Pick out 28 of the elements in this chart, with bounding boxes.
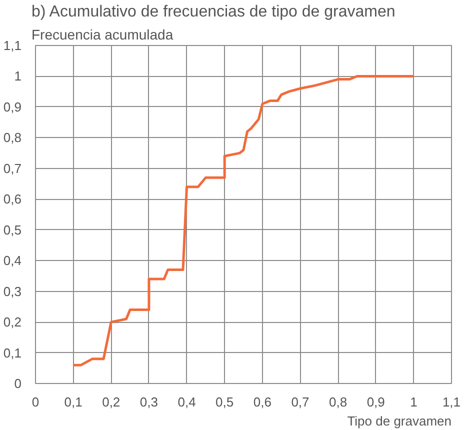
x-tick-label: 0,1 [64, 394, 82, 410]
x-tick-label: 0,8 [329, 394, 348, 410]
x-tick-label: 0,4 [178, 394, 196, 410]
y-tick-label: 0 [14, 376, 22, 391]
x-tick-label: 1,1 [442, 394, 461, 410]
y-tick-label: 0,8 [3, 130, 22, 146]
y-tick-label: 0,3 [3, 284, 22, 299]
x-tick-label: 0 [32, 394, 40, 410]
x-tick-label: 0,6 [253, 394, 272, 410]
chart-title: b) Acumulativo de frecuencias de tipo de gravamen [32, 4, 396, 20]
y-axis-title: Frecuencia acumulada [32, 26, 174, 42]
y-tick-label: 0,2 [3, 314, 22, 330]
y-tick-label: 1 [14, 68, 22, 84]
x-tick-label: 0,2 [102, 394, 120, 410]
y-tick-label: 0,6 [3, 192, 22, 207]
x-tick-label: 0,9 [366, 394, 385, 410]
y-tick-label: 1,1 [3, 38, 22, 53]
x-axis-title: Tipo de gravamen [347, 414, 452, 428]
y-tick-label: 0,5 [3, 222, 22, 238]
x-tick-label: 0,7 [291, 394, 310, 410]
x-tick-label: 0,5 [216, 394, 234, 410]
y-tick-label: 0,4 [3, 253, 22, 268]
x-tick-label: 0,3 [140, 394, 158, 410]
y-tick-label: 0,7 [3, 160, 22, 176]
line-series [72, 74, 415, 366]
x-tick-label: 1 [410, 394, 418, 410]
y-tick-label: 0,9 [3, 99, 22, 114]
y-tick-label: 0,1 [3, 345, 22, 360]
